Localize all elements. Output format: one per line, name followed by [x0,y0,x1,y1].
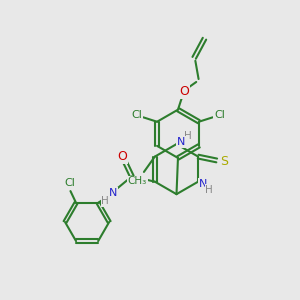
Text: N: N [109,188,117,198]
Text: H: H [206,185,213,195]
Text: N: N [198,179,207,189]
Text: S: S [220,154,228,167]
Text: H: H [101,196,109,206]
Text: H: H [184,131,192,141]
Text: Cl: Cl [131,110,142,120]
Text: Cl: Cl [214,110,225,120]
Text: O: O [117,150,127,163]
Text: Cl: Cl [64,178,75,188]
Text: CH₃: CH₃ [128,176,147,186]
Text: O: O [179,85,189,98]
Text: N: N [177,137,185,147]
